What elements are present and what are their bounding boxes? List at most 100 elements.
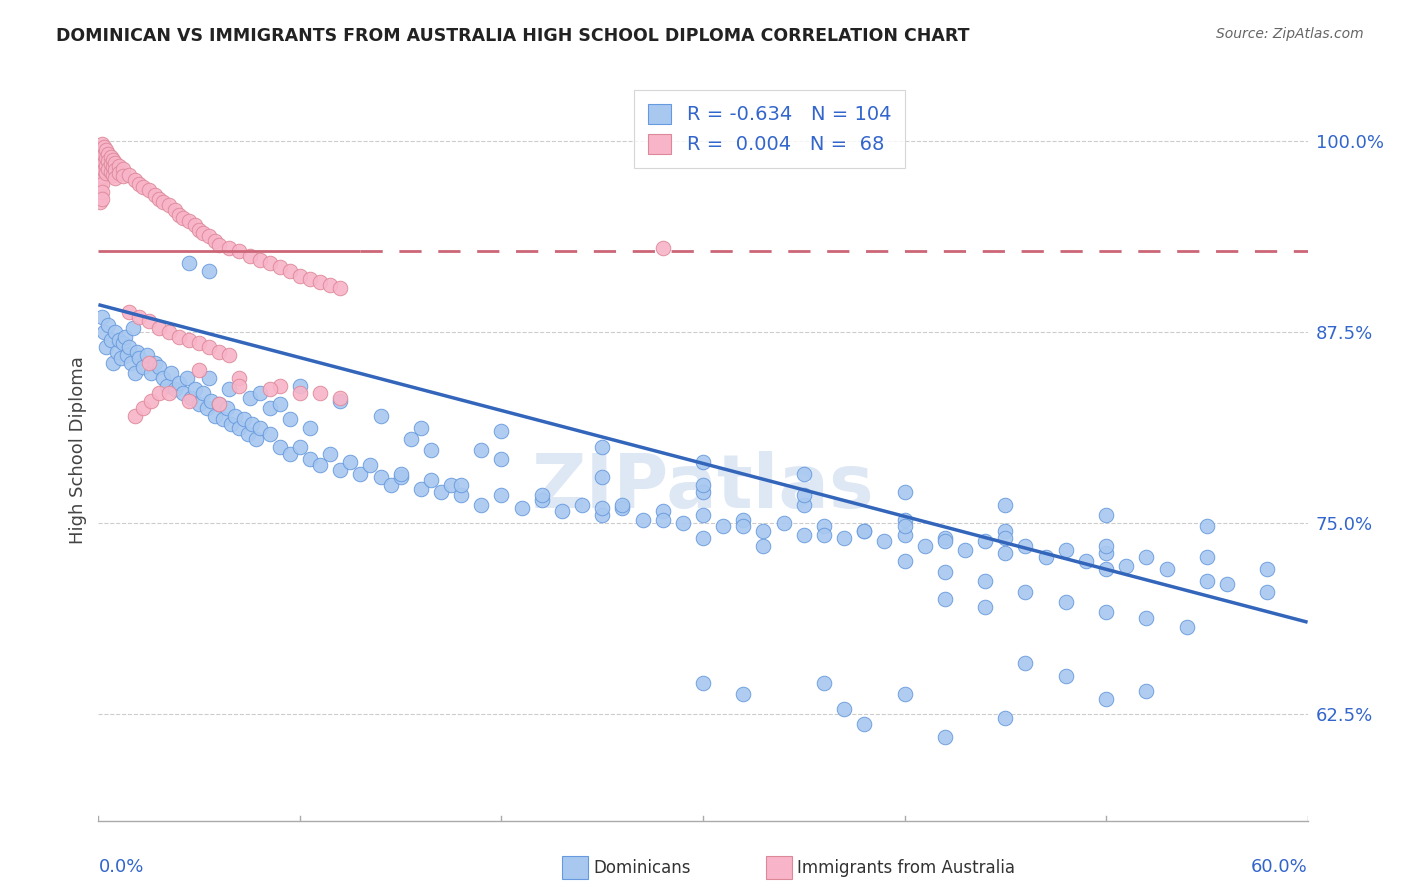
Point xyxy=(193,386,215,401)
Point xyxy=(125,345,148,359)
Point xyxy=(288,386,311,401)
Point xyxy=(672,516,695,530)
Point xyxy=(288,440,311,454)
Point xyxy=(239,391,262,405)
Point xyxy=(793,488,815,502)
Point xyxy=(450,488,472,502)
Point xyxy=(299,451,322,466)
Point xyxy=(420,473,443,487)
Point xyxy=(91,310,114,324)
Point xyxy=(1175,620,1198,634)
Point xyxy=(103,325,125,339)
Point xyxy=(914,539,936,553)
Point xyxy=(103,171,125,186)
Point xyxy=(510,500,533,515)
Point xyxy=(1216,577,1239,591)
Point xyxy=(1195,519,1218,533)
Point xyxy=(228,244,250,259)
Point xyxy=(124,172,146,186)
Point xyxy=(208,397,231,411)
Point xyxy=(491,425,513,439)
Point xyxy=(1095,539,1118,553)
Point xyxy=(994,498,1017,512)
Point xyxy=(120,356,142,370)
Point xyxy=(200,393,222,408)
Point xyxy=(89,142,111,156)
Point xyxy=(89,187,111,202)
Point xyxy=(224,409,246,423)
Point xyxy=(93,148,115,162)
Point xyxy=(1054,668,1077,682)
Point xyxy=(733,519,755,533)
Point xyxy=(1014,539,1036,553)
Point xyxy=(232,412,254,426)
Point xyxy=(893,528,915,542)
Point xyxy=(1135,684,1157,698)
Point xyxy=(309,458,332,472)
Point xyxy=(1135,610,1157,624)
Point xyxy=(228,378,250,392)
Point xyxy=(934,534,956,549)
Point xyxy=(1014,657,1036,671)
Point xyxy=(138,314,160,328)
Point xyxy=(218,382,240,396)
Point xyxy=(853,524,876,538)
Point xyxy=(1095,691,1118,706)
Point xyxy=(259,256,281,270)
Point xyxy=(299,271,322,285)
Point xyxy=(1195,574,1218,588)
Point xyxy=(148,320,170,334)
Point xyxy=(994,524,1017,538)
Point xyxy=(118,305,141,319)
Point xyxy=(249,386,271,401)
Point xyxy=(96,144,118,158)
Point xyxy=(651,241,673,255)
Text: DOMINICAN VS IMMIGRANTS FROM AUSTRALIA HIGH SCHOOL DIPLOMA CORRELATION CHART: DOMINICAN VS IMMIGRANTS FROM AUSTRALIA H… xyxy=(56,27,970,45)
Point xyxy=(309,386,332,401)
Point xyxy=(733,687,755,701)
Point xyxy=(128,351,150,365)
Text: Immigrants from Australia: Immigrants from Australia xyxy=(797,859,1015,877)
Point xyxy=(249,421,271,435)
Point xyxy=(132,180,155,194)
Point xyxy=(389,470,412,484)
Point xyxy=(132,401,155,416)
Point xyxy=(319,277,342,292)
Point xyxy=(152,371,174,385)
Point xyxy=(96,151,118,165)
Point xyxy=(132,360,155,375)
Point xyxy=(121,320,143,334)
Point xyxy=(793,467,815,482)
Point xyxy=(107,159,129,173)
Point xyxy=(470,498,492,512)
Point xyxy=(1035,549,1057,564)
Point xyxy=(571,498,593,512)
Point xyxy=(240,417,263,431)
Point xyxy=(93,155,115,169)
Point xyxy=(591,470,613,484)
Point xyxy=(259,401,281,416)
Point xyxy=(832,531,855,545)
Point xyxy=(101,161,124,175)
Point xyxy=(228,371,250,385)
Point xyxy=(163,382,186,396)
Point xyxy=(111,169,134,184)
Point xyxy=(93,325,115,339)
Point xyxy=(309,275,332,289)
Point xyxy=(89,172,111,186)
Point xyxy=(111,335,134,350)
Point xyxy=(157,386,180,401)
Point xyxy=(1074,554,1097,568)
Point xyxy=(204,409,226,423)
Point xyxy=(198,371,221,385)
Point xyxy=(208,345,231,359)
Point xyxy=(934,565,956,579)
Point xyxy=(97,146,120,161)
Point xyxy=(651,504,673,518)
Legend: R = -0.634   N = 104, R =  0.004   N =  68: R = -0.634 N = 104, R = 0.004 N = 68 xyxy=(634,90,904,168)
Point xyxy=(157,325,180,339)
Point xyxy=(97,161,120,176)
Point xyxy=(218,348,240,362)
Point xyxy=(893,485,915,500)
Point xyxy=(93,140,115,154)
